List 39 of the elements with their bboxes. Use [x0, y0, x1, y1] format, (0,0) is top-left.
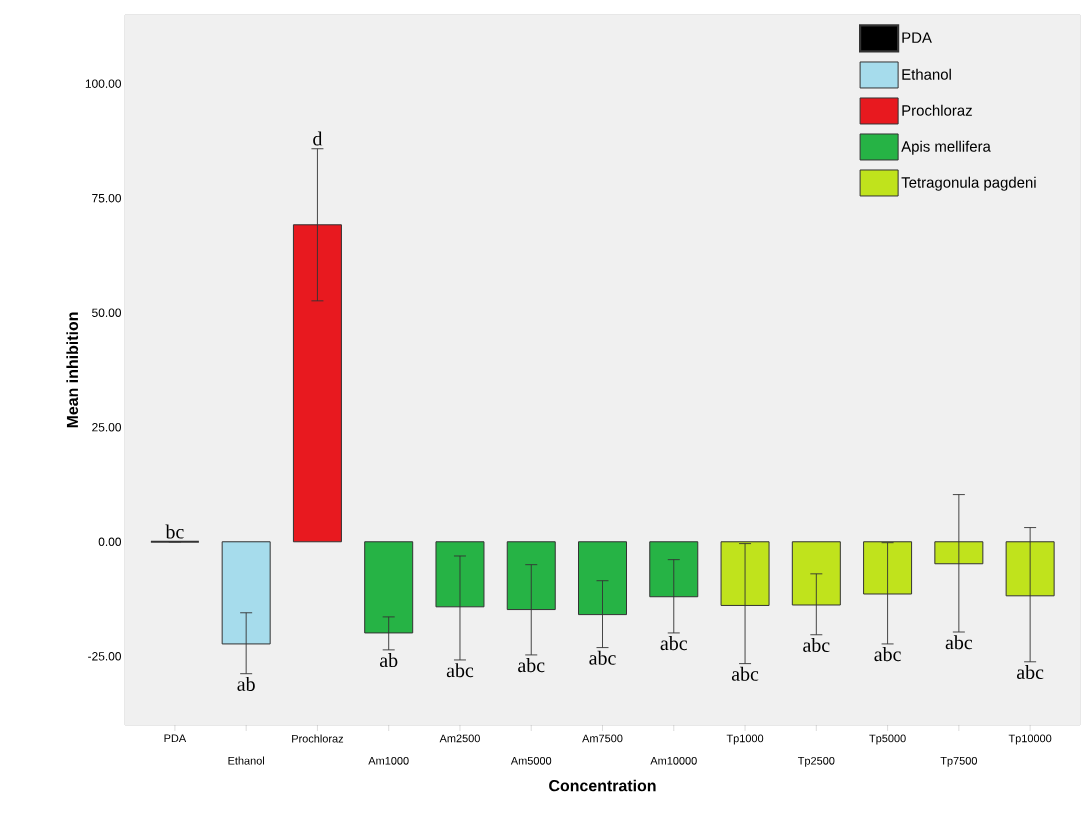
- x-tick-label: PDA: [164, 734, 187, 743]
- x-tick-label: Tp1000: [726, 734, 764, 745]
- annotation: abc: [660, 636, 687, 651]
- x-tick-label: Ethanol: [228, 756, 265, 765]
- x-tick-label: Am7500: [582, 734, 623, 743]
- annotation: abc: [731, 666, 759, 681]
- legend-label: Tetragonula pagdeni: [901, 176, 1036, 191]
- legend-label: Apis mellifera: [901, 140, 991, 155]
- x-tick-label: Tp5000: [869, 734, 906, 745]
- legend-label: PDA: [902, 32, 932, 43]
- x-tick-label: Am2500: [439, 734, 480, 743]
- annotation: d: [313, 131, 323, 146]
- annotation: ab: [237, 676, 255, 691]
- annotation: abc: [446, 663, 474, 678]
- x-tick-label: Prochloraz: [292, 734, 344, 743]
- x-tick-label: Tp2500: [797, 756, 835, 767]
- x-tick-label: Am1000: [368, 756, 409, 765]
- annotation: abc: [518, 658, 545, 673]
- x-tick-label: Am10000: [650, 756, 697, 765]
- annotation: ab: [380, 653, 398, 668]
- y-tick-label: 25.00: [92, 423, 122, 432]
- y-tick-label: 50.00: [92, 308, 122, 317]
- y-tick-label: 75.00: [92, 193, 122, 203]
- y-tick-label: -25.00: [88, 652, 122, 661]
- annotation: abc: [589, 650, 616, 665]
- y-tick-label: 100.00: [85, 79, 122, 88]
- legend-label: Ethanol: [902, 68, 951, 80]
- annotation: abc: [803, 637, 830, 652]
- y-tick-label: 0.00: [98, 537, 122, 546]
- x-tick-label: Tp10000: [1008, 734, 1052, 745]
- annotation: abc: [945, 635, 973, 650]
- x-axis-title: Concentration: [549, 779, 656, 792]
- annotation: abc: [1017, 664, 1044, 679]
- annotation: bc: [165, 524, 184, 539]
- legend-label: Prochloraz: [902, 104, 972, 116]
- x-tick-label: Am5000: [510, 756, 552, 765]
- annotation: abc: [874, 647, 901, 662]
- x-tick-label: Tp7500: [940, 756, 977, 767]
- y-axis-title: Mean inhibition: [66, 312, 79, 428]
